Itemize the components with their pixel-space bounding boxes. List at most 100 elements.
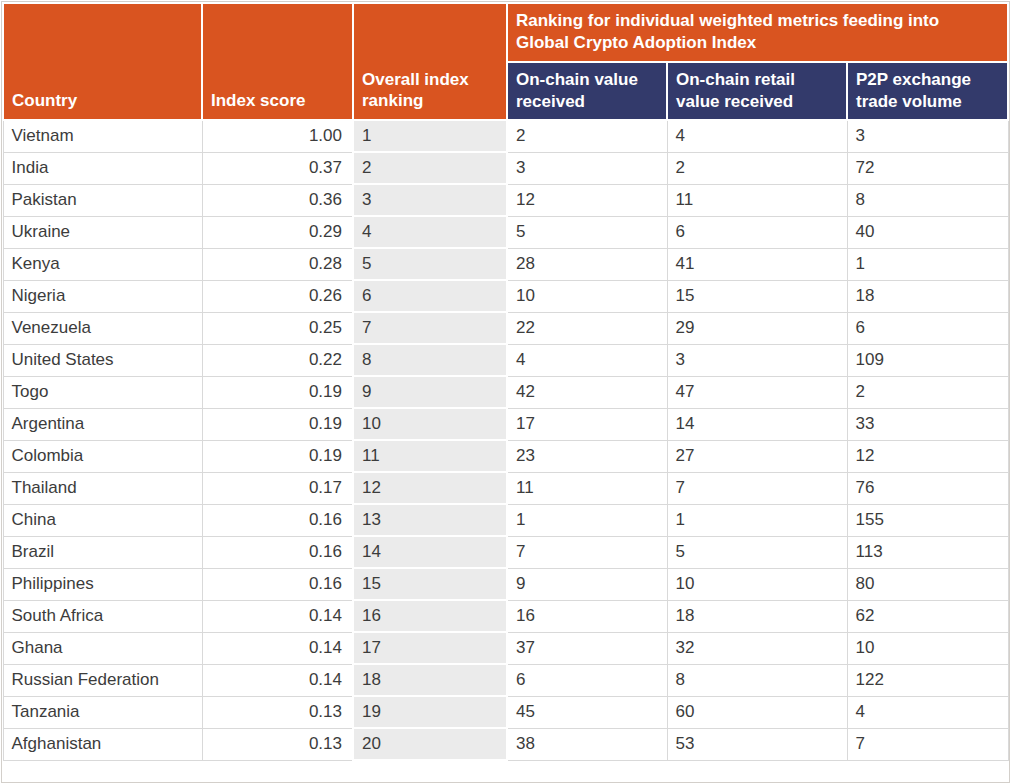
col-header-overall-ranking: Overall index ranking — [353, 3, 507, 120]
cell-overall-ranking: 9 — [353, 376, 507, 408]
cell-onchain-retail: 15 — [667, 280, 847, 312]
cell-onchain-value: 10 — [507, 280, 667, 312]
cell-onchain-value: 42 — [507, 376, 667, 408]
cell-index-score: 0.36 — [202, 184, 353, 216]
cell-country: Ukraine — [3, 216, 202, 248]
cell-country: Argentina — [3, 408, 202, 440]
cell-overall-ranking: 6 — [353, 280, 507, 312]
cell-onchain-retail: 6 — [667, 216, 847, 248]
cell-overall-ranking: 1 — [353, 120, 507, 152]
cell-country: South Africa — [3, 600, 202, 632]
cell-country: Vietnam — [3, 120, 202, 152]
table-row: Thailand0.171211776 — [3, 472, 1008, 504]
cell-onchain-value: 12 — [507, 184, 667, 216]
cell-onchain-retail: 2 — [667, 152, 847, 184]
cell-onchain-retail: 53 — [667, 728, 847, 760]
table-row: Brazil0.161475113 — [3, 536, 1008, 568]
cell-overall-ranking: 3 — [353, 184, 507, 216]
table-header: Country Index score Overall index rankin… — [3, 3, 1008, 120]
cell-onchain-value: 45 — [507, 696, 667, 728]
cell-onchain-retail: 32 — [667, 632, 847, 664]
cell-overall-ranking: 11 — [353, 440, 507, 472]
cell-overall-ranking: 15 — [353, 568, 507, 600]
table-row: Argentina0.1910171433 — [3, 408, 1008, 440]
cell-index-score: 0.16 — [202, 504, 353, 536]
cell-onchain-value: 37 — [507, 632, 667, 664]
cell-country: Togo — [3, 376, 202, 408]
crypto-adoption-table: Country Index score Overall index rankin… — [2, 2, 1009, 761]
cell-onchain-value: 5 — [507, 216, 667, 248]
cell-onchain-retail: 29 — [667, 312, 847, 344]
cell-onchain-retail: 47 — [667, 376, 847, 408]
cell-index-score: 0.13 — [202, 728, 353, 760]
table-row: India0.3723272 — [3, 152, 1008, 184]
cell-onchain-retail: 3 — [667, 344, 847, 376]
cell-p2p-volume: 155 — [847, 504, 1008, 536]
cell-overall-ranking: 2 — [353, 152, 507, 184]
cell-country: Tanzania — [3, 696, 202, 728]
cell-onchain-retail: 1 — [667, 504, 847, 536]
cell-index-score: 0.19 — [202, 376, 353, 408]
table-row: Pakistan0.36312118 — [3, 184, 1008, 216]
table-body: Vietnam1.001243India0.3723272Pakistan0.3… — [3, 120, 1008, 760]
cell-onchain-value: 7 — [507, 536, 667, 568]
cell-p2p-volume: 40 — [847, 216, 1008, 248]
cell-overall-ranking: 14 — [353, 536, 507, 568]
col-header-p2p-volume: P2P exchange trade volume — [847, 62, 1008, 120]
cell-onchain-retail: 4 — [667, 120, 847, 152]
table-row: United States0.22843109 — [3, 344, 1008, 376]
cell-overall-ranking: 8 — [353, 344, 507, 376]
cell-onchain-value: 16 — [507, 600, 667, 632]
cell-index-score: 0.14 — [202, 632, 353, 664]
cell-index-score: 0.13 — [202, 696, 353, 728]
table-row: Kenya0.28528411 — [3, 248, 1008, 280]
cell-index-score: 0.19 — [202, 440, 353, 472]
cell-country: Nigeria — [3, 280, 202, 312]
cell-onchain-value: 28 — [507, 248, 667, 280]
table-row: Colombia0.1911232712 — [3, 440, 1008, 472]
table-row: Afghanistan0.132038537 — [3, 728, 1008, 760]
cell-index-score: 0.26 — [202, 280, 353, 312]
cell-p2p-volume: 113 — [847, 536, 1008, 568]
col-group-header-metrics-label: Ranking for individual weighted metrics … — [516, 10, 956, 54]
cell-onchain-value: 17 — [507, 408, 667, 440]
cell-onchain-value: 9 — [507, 568, 667, 600]
cell-index-score: 0.29 — [202, 216, 353, 248]
table-row: Ghana0.1417373210 — [3, 632, 1008, 664]
cell-onchain-value: 6 — [507, 664, 667, 696]
cell-overall-ranking: 10 — [353, 408, 507, 440]
cell-country: United States — [3, 344, 202, 376]
col-header-onchain-value: On-chain value received — [507, 62, 667, 120]
table-row: Venezuela0.25722296 — [3, 312, 1008, 344]
cell-country: China — [3, 504, 202, 536]
cell-p2p-volume: 3 — [847, 120, 1008, 152]
cell-onchain-value: 4 — [507, 344, 667, 376]
cell-p2p-volume: 18 — [847, 280, 1008, 312]
table-row: South Africa0.1416161862 — [3, 600, 1008, 632]
cell-country: Colombia — [3, 440, 202, 472]
cell-index-score: 0.16 — [202, 568, 353, 600]
cell-p2p-volume: 10 — [847, 632, 1008, 664]
col-group-header-metrics: Ranking for individual weighted metrics … — [507, 3, 1008, 62]
cell-index-score: 0.37 — [202, 152, 353, 184]
cell-onchain-value: 1 — [507, 504, 667, 536]
cell-country: Venezuela — [3, 312, 202, 344]
cell-overall-ranking: 17 — [353, 632, 507, 664]
cell-index-score: 0.19 — [202, 408, 353, 440]
cell-onchain-retail: 11 — [667, 184, 847, 216]
cell-onchain-retail: 8 — [667, 664, 847, 696]
cell-index-score: 0.17 — [202, 472, 353, 504]
cell-index-score: 1.00 — [202, 120, 353, 152]
cell-onchain-retail: 14 — [667, 408, 847, 440]
cell-p2p-volume: 76 — [847, 472, 1008, 504]
cell-onchain-retail: 27 — [667, 440, 847, 472]
crypto-adoption-table-container: Country Index score Overall index rankin… — [1, 1, 1010, 783]
cell-country: Brazil — [3, 536, 202, 568]
cell-p2p-volume: 1 — [847, 248, 1008, 280]
cell-onchain-retail: 41 — [667, 248, 847, 280]
cell-index-score: 0.28 — [202, 248, 353, 280]
cell-overall-ranking: 19 — [353, 696, 507, 728]
cell-p2p-volume: 2 — [847, 376, 1008, 408]
cell-p2p-volume: 80 — [847, 568, 1008, 600]
cell-onchain-retail: 18 — [667, 600, 847, 632]
